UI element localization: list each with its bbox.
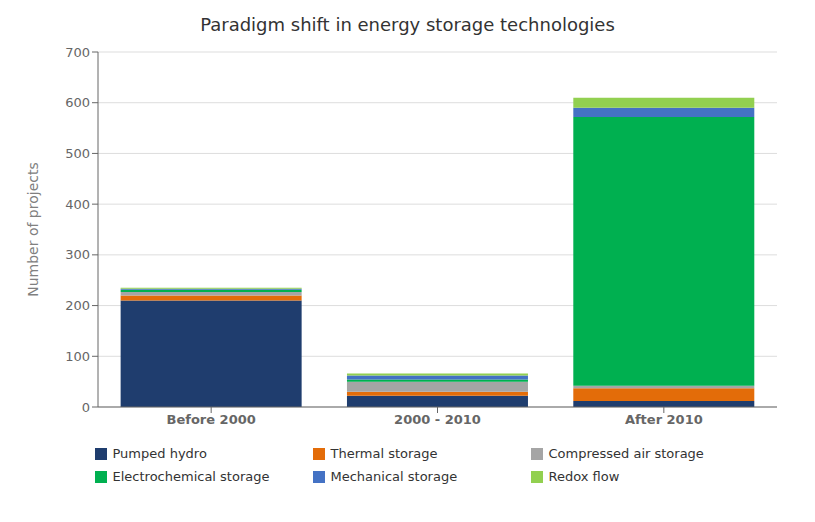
html-text:Redox flow: Redox flow: [548, 469, 620, 484]
html-text:Paradigm shift in energy stora: Paradigm shift in energy storage technol…: [200, 14, 615, 35]
svg-text:600: 600: [65, 95, 90, 110]
html-text:Compressed air storage: Compressed air storage: [548, 446, 704, 461]
svg-text:Before 2000: Before 2000: [167, 412, 256, 427]
html-text:Thermal storage: Thermal storage: [330, 446, 438, 461]
svg-text:2000 - 2010: 2000 - 2010: [394, 412, 481, 427]
svg-text:300: 300: [65, 247, 90, 262]
html-text:Electrochemical storage: Electrochemical storage: [112, 469, 270, 484]
svg-text:500: 500: [65, 146, 90, 161]
svg-text:400: 400: [65, 197, 90, 212]
svg-text:After 2010: After 2010: [625, 412, 703, 427]
html-text:Pumped hydro: Pumped hydro: [112, 446, 207, 461]
svg-text:100: 100: [65, 349, 90, 364]
svg-text:200: 200: [65, 298, 90, 313]
svg-text:0: 0: [82, 400, 90, 415]
svg-text:Number of projects: Number of projects: [25, 162, 41, 297]
html-text:Mechanical storage: Mechanical storage: [330, 469, 458, 484]
svg-text:700: 700: [65, 45, 90, 60]
